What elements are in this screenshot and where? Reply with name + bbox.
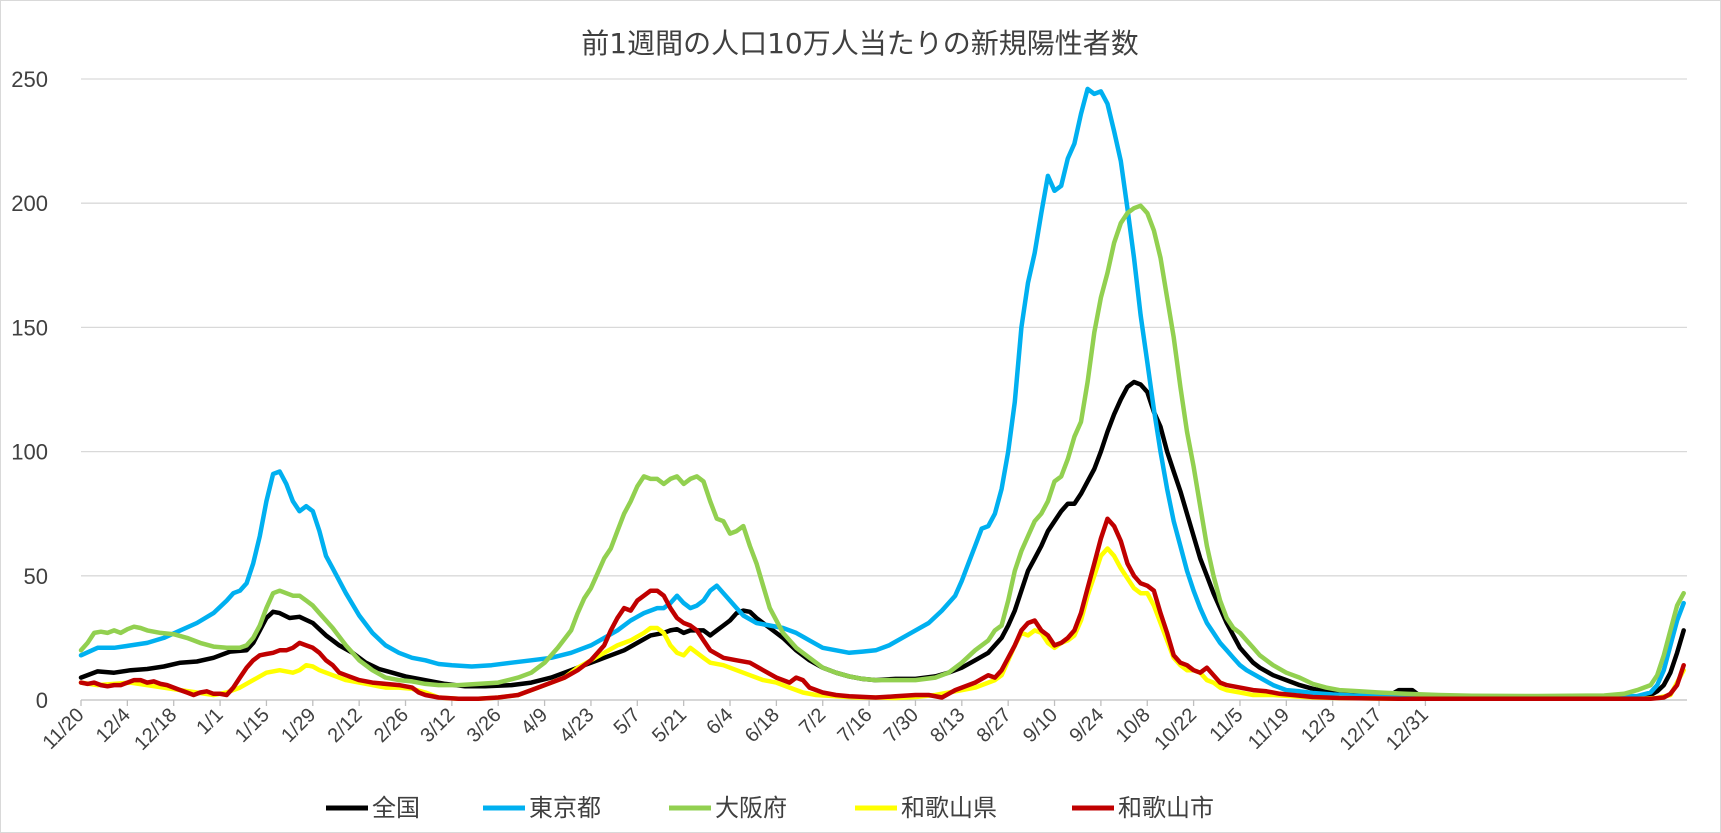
x-tick-label: 4/9 — [517, 704, 552, 739]
y-tick-label: 100 — [11, 440, 48, 465]
legend-label-1: 東京都 — [529, 794, 601, 822]
x-tick-label: 12/18 — [130, 704, 181, 755]
x-tick-label: 11/5 — [1205, 704, 1247, 746]
x-tick-label: 10/8 — [1112, 704, 1155, 747]
y-tick-label: 0 — [36, 688, 48, 713]
legend-label-2: 大阪府 — [715, 794, 787, 822]
legend-label-3: 和歌山県 — [901, 794, 997, 822]
y-axis-ticks: 0 50 100 150 200 250 — [11, 67, 48, 713]
x-tick-label: 8/27 — [973, 704, 1016, 747]
x-tick-label: 11/19 — [1244, 704, 1294, 754]
series-line-4 — [78, 516, 1686, 702]
chart-title: 前1週間の人口10万人当たりの新規陽性者数 — [581, 27, 1138, 60]
x-tick-label: 1/1 — [192, 704, 227, 739]
y-tick-label: 200 — [11, 191, 48, 216]
series-line-2 — [78, 203, 1686, 699]
x-tick-label: 8/13 — [926, 704, 969, 747]
series-lines — [78, 86, 1686, 702]
x-tick-label: 9/10 — [1019, 704, 1062, 747]
series-line-1 — [78, 86, 1686, 700]
y-tick-label: 250 — [11, 67, 48, 92]
x-tick-label: 2/12 — [324, 704, 367, 747]
legend: 全国 東京都 大阪府 和歌山県 和歌山市 — [326, 794, 1214, 822]
x-tick-label: 5/21 — [648, 704, 691, 747]
x-tick-label: 7/30 — [880, 704, 923, 747]
legend-label-0: 全国 — [372, 794, 420, 822]
x-tick-label: 1/29 — [277, 704, 320, 747]
series-line-3 — [78, 546, 1686, 702]
y-tick-label: 50 — [24, 564, 48, 589]
gridlines — [81, 78, 1687, 701]
y-tick-label: 150 — [11, 315, 48, 340]
x-tick-label: 2/26 — [370, 704, 413, 747]
x-tick-label: 6/4 — [702, 704, 737, 739]
x-tick-label: 4/23 — [555, 704, 598, 747]
x-tick-label: 12/17 — [1336, 704, 1387, 755]
x-tick-label: 1/15 — [231, 704, 274, 747]
x-tick-label: 12/4 — [92, 704, 135, 747]
x-tick-label: 9/24 — [1065, 704, 1108, 747]
x-tick-label: 12/3 — [1297, 704, 1340, 747]
x-tick-label: 5/7 — [610, 704, 645, 739]
x-tick-label: 12/31 — [1382, 704, 1433, 755]
x-axis-ticks: 11/20 12/412/18 1/1 1/15 1/29 2/12 2/26 3/12 3/2… — [39, 700, 1433, 755]
x-tick-label: 7/16 — [834, 704, 877, 747]
x-tick-label: 10/22 — [1150, 704, 1201, 755]
x-tick-label: 3/26 — [463, 704, 506, 747]
x-tick-label: 7/2 — [795, 704, 830, 739]
x-tick-label: 3/12 — [416, 704, 459, 747]
x-tick-label: 6/18 — [741, 704, 784, 747]
legend-label-4: 和歌山市 — [1118, 794, 1214, 822]
